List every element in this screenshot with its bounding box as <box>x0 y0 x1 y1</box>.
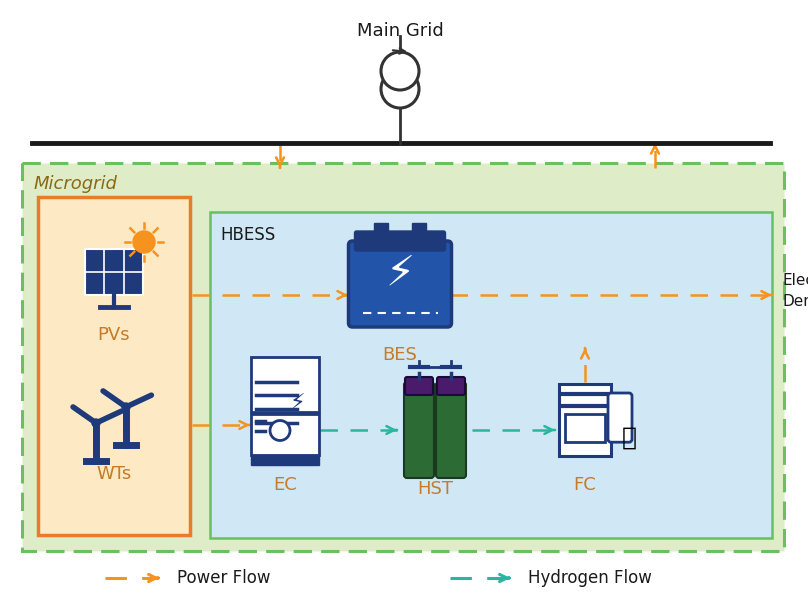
Circle shape <box>92 419 100 427</box>
FancyBboxPatch shape <box>38 197 190 535</box>
Text: HST: HST <box>417 480 453 498</box>
Text: HBESS: HBESS <box>220 226 276 244</box>
FancyBboxPatch shape <box>565 414 605 442</box>
Text: Microgrid: Microgrid <box>34 175 118 193</box>
Text: Hydrogen Flow: Hydrogen Flow <box>528 569 652 587</box>
Text: WTs: WTs <box>96 465 132 483</box>
Text: Electricity
Demand: Electricity Demand <box>783 273 808 309</box>
FancyBboxPatch shape <box>210 212 772 538</box>
FancyBboxPatch shape <box>404 382 434 478</box>
Text: Power Flow: Power Flow <box>177 569 271 587</box>
Text: FC: FC <box>574 476 596 494</box>
Text: Main Grid: Main Grid <box>356 22 444 40</box>
Circle shape <box>381 52 419 90</box>
FancyBboxPatch shape <box>608 393 632 442</box>
Circle shape <box>381 70 419 108</box>
FancyBboxPatch shape <box>251 357 319 412</box>
Circle shape <box>122 403 130 411</box>
FancyBboxPatch shape <box>405 377 433 395</box>
Text: BES: BES <box>382 346 418 364</box>
Text: ⚡: ⚡ <box>385 252 415 294</box>
FancyBboxPatch shape <box>348 241 452 327</box>
Circle shape <box>133 231 155 253</box>
FancyBboxPatch shape <box>251 455 319 466</box>
FancyBboxPatch shape <box>355 231 445 251</box>
FancyBboxPatch shape <box>251 414 319 455</box>
FancyBboxPatch shape <box>85 249 143 295</box>
FancyBboxPatch shape <box>412 223 426 235</box>
Text: 🔥: 🔥 <box>621 426 637 450</box>
FancyBboxPatch shape <box>22 163 784 551</box>
FancyBboxPatch shape <box>436 382 466 478</box>
FancyBboxPatch shape <box>374 223 388 235</box>
Text: ⚡: ⚡ <box>289 394 305 414</box>
FancyBboxPatch shape <box>559 384 611 456</box>
Text: PVs: PVs <box>98 326 130 344</box>
FancyBboxPatch shape <box>437 377 465 395</box>
Circle shape <box>270 420 290 441</box>
Text: EC: EC <box>273 476 297 494</box>
